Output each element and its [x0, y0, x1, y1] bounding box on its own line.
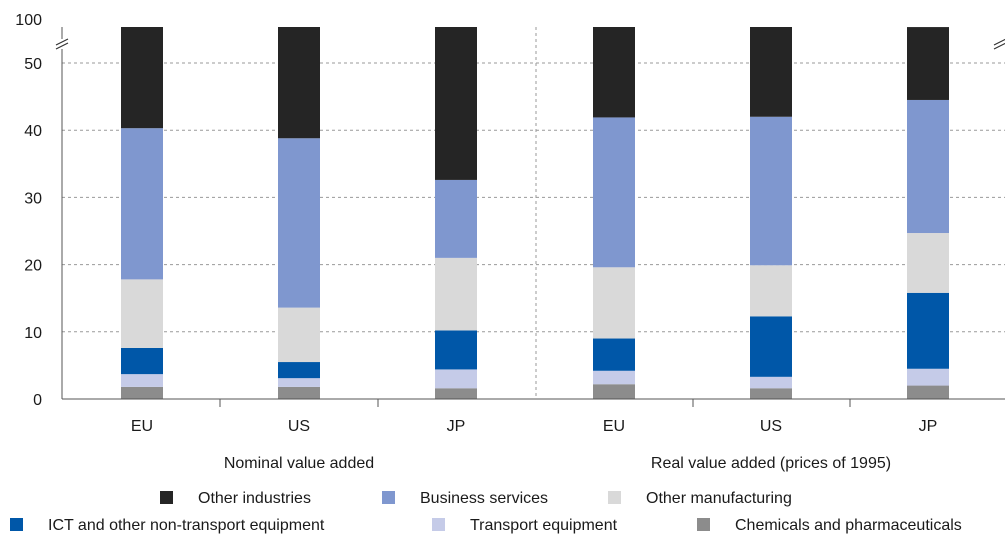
legend-swatch: [10, 518, 23, 531]
bar-segment: [121, 27, 163, 129]
y-tick-label: 10: [24, 325, 42, 342]
x-tick-label: US: [288, 418, 310, 435]
bar-segment: [435, 330, 477, 370]
legend-swatch: [160, 491, 173, 504]
bar-segment: [121, 347, 163, 375]
bar-segment: [593, 338, 635, 371]
bar-segment: [121, 386, 163, 399]
bar-segment: [121, 279, 163, 348]
bar-segment: [435, 388, 477, 399]
x-tick-label: JP: [919, 418, 938, 435]
bar-segment: [750, 316, 792, 377]
legend-label: Other manufacturing: [646, 490, 792, 507]
bar-segment: [121, 374, 163, 387]
axis-break-mark: [993, 38, 1005, 50]
legend-swatch: [382, 491, 395, 504]
bar-segment: [435, 257, 477, 331]
y-tick-label: 30: [24, 190, 42, 207]
y-tick-label: 40: [24, 123, 42, 140]
gridlines: [62, 27, 1005, 399]
y-tick-label: 100: [15, 12, 42, 29]
legend-label: ICT and other non-transport equipment: [48, 517, 325, 534]
bar-segment: [435, 179, 477, 258]
legend-swatch: [432, 518, 445, 531]
bar-segment: [278, 307, 320, 363]
bar-segment: [435, 27, 477, 180]
bar-segment: [278, 362, 320, 379]
x-tick-label: EU: [603, 418, 625, 435]
bar-segment: [593, 117, 635, 268]
bar-segment: [593, 384, 635, 399]
group-label: Real value added (prices of 1995): [651, 455, 891, 472]
axis-break-mark: [55, 38, 69, 50]
y-tick-label: 50: [24, 56, 42, 73]
legend-label: Chemicals and pharmaceuticals: [735, 517, 962, 534]
bar-segment: [907, 292, 949, 369]
x-tick-label: EU: [131, 418, 153, 435]
bar-segment: [435, 369, 477, 389]
bar-segment: [750, 116, 792, 266]
x-tick-label: JP: [447, 418, 466, 435]
labels: 0 10 20 30 40 50 100 EU US JP EU US JP Nominal value …: [15, 12, 937, 472]
bar-segment: [593, 267, 635, 339]
bar-segment: [907, 385, 949, 399]
legend-label: Business services: [420, 490, 548, 507]
bar-segment: [750, 27, 792, 117]
legend-swatch: [608, 491, 621, 504]
bars: [121, 27, 949, 399]
bar-segment: [750, 376, 792, 389]
bar-segment: [278, 386, 320, 399]
bar-segment: [593, 370, 635, 385]
bar-segment: [278, 138, 320, 308]
legend-label: Other industries: [198, 490, 311, 507]
x-tick-label: US: [760, 418, 782, 435]
bar-segment: [907, 99, 949, 234]
legend-label: Transport equipment: [470, 517, 618, 534]
bar-segment: [750, 388, 792, 399]
legend-swatch: [697, 518, 710, 531]
y-tick-label: 20: [24, 258, 42, 275]
bar-segment: [750, 265, 792, 317]
bar-segment: [907, 368, 949, 386]
group-label: Nominal value added: [224, 455, 374, 472]
bar-segment: [278, 378, 320, 387]
bar-segment: [121, 128, 163, 280]
bar-segment: [593, 27, 635, 118]
bar-segment: [278, 27, 320, 139]
axes: [55, 27, 1005, 407]
bar-segment: [907, 233, 949, 293]
legend: Other industries Business services Other m…: [10, 490, 962, 534]
y-tick-label: 0: [33, 392, 42, 409]
bar-segment: [907, 27, 949, 100]
